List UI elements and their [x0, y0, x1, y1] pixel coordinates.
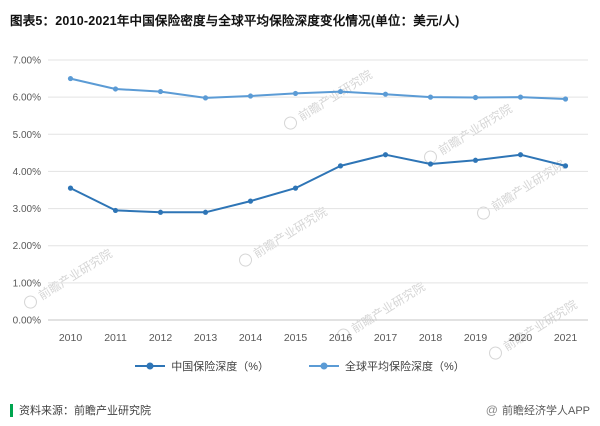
data-point [517, 94, 524, 100]
x-tick-label: 2021 [554, 332, 578, 344]
x-tick-label: 2015 [284, 332, 308, 344]
data-point [337, 163, 344, 169]
legend-item-global[interactable]: 全球平均保险深度（%） [309, 358, 465, 374]
data-point [517, 152, 524, 158]
data-point [382, 152, 389, 158]
series-line-1 [69, 77, 567, 100]
legend-label-global: 全球平均保险深度（%） [345, 361, 465, 373]
data-point [472, 157, 479, 163]
data-point [472, 94, 479, 101]
credit-text: 前瞻经济学人APP [501, 405, 590, 417]
x-tick-label: 2010 [59, 332, 83, 344]
x-tick-label: 2017 [374, 332, 398, 344]
series-line-0 [69, 153, 567, 214]
data-point [202, 209, 209, 215]
legend-item-china[interactable]: 中国保险深度（%） [135, 358, 269, 374]
x-tick-label: 2019 [464, 332, 488, 344]
line-chart: 0.00% 1.00% 2.00% 3.00% 4.00% 5.00% 6.00% 7.00%… [13, 56, 588, 344]
data-point [202, 95, 209, 101]
y-tick-label: 1.00% [13, 278, 41, 289]
at-icon: @ [485, 403, 498, 417]
legend-label-china: 中国保险深度（%） [171, 361, 269, 373]
y-tick-label: 3.00% [13, 204, 41, 215]
data-point [112, 86, 119, 92]
data-point [427, 161, 434, 167]
data-point [247, 93, 254, 99]
y-tick-label: 5.00% [13, 130, 41, 141]
data-point [382, 91, 389, 97]
y-tick-label: 6.00% [13, 93, 41, 104]
y-tick-label: 7.00% [13, 56, 41, 67]
legend: 中国保险深度（%） 全球平均保险深度（%） [0, 358, 600, 374]
x-tick-label: 2011 [104, 332, 127, 344]
chart-title: 图表5：2010-2021年中国保险密度与全球平均保险深度变化情况(单位：美元/… [10, 14, 460, 28]
legend-marker-china-icon [135, 362, 166, 370]
legend-marker-global-icon [309, 362, 339, 370]
data-point [67, 185, 74, 191]
data-point [562, 163, 569, 169]
x-tick-label: 2018 [419, 332, 443, 344]
data-point [427, 94, 434, 100]
x-tick-label: 2013 [194, 332, 218, 344]
data-point [292, 185, 299, 191]
credit: @ 前瞻经济学人APP [486, 402, 590, 418]
data-point [247, 198, 254, 204]
footer: 资料来源：前瞻产业研究院 @ 前瞻经济学人APP [0, 402, 600, 418]
data-point [292, 90, 299, 97]
source-note: 资料来源：前瞻产业研究院 [10, 402, 151, 418]
x-tick-label: 2020 [509, 332, 533, 344]
x-tick-label: 2012 [149, 332, 173, 344]
x-tick-label: 2014 [239, 332, 263, 344]
y-tick-label: 2.00% [13, 241, 41, 252]
source-text: 资料来源：前瞻产业研究院 [19, 405, 151, 417]
y-tick-label: 0.00% [13, 316, 41, 327]
source-accent-bar [10, 403, 13, 417]
x-tick-label: 2016 [329, 332, 353, 344]
data-point [337, 88, 344, 95]
data-point [562, 96, 569, 102]
data-point [157, 209, 164, 215]
y-tick-label: 4.00% [13, 167, 41, 178]
data-point [112, 207, 119, 214]
data-point [67, 75, 74, 82]
data-point [157, 88, 164, 95]
